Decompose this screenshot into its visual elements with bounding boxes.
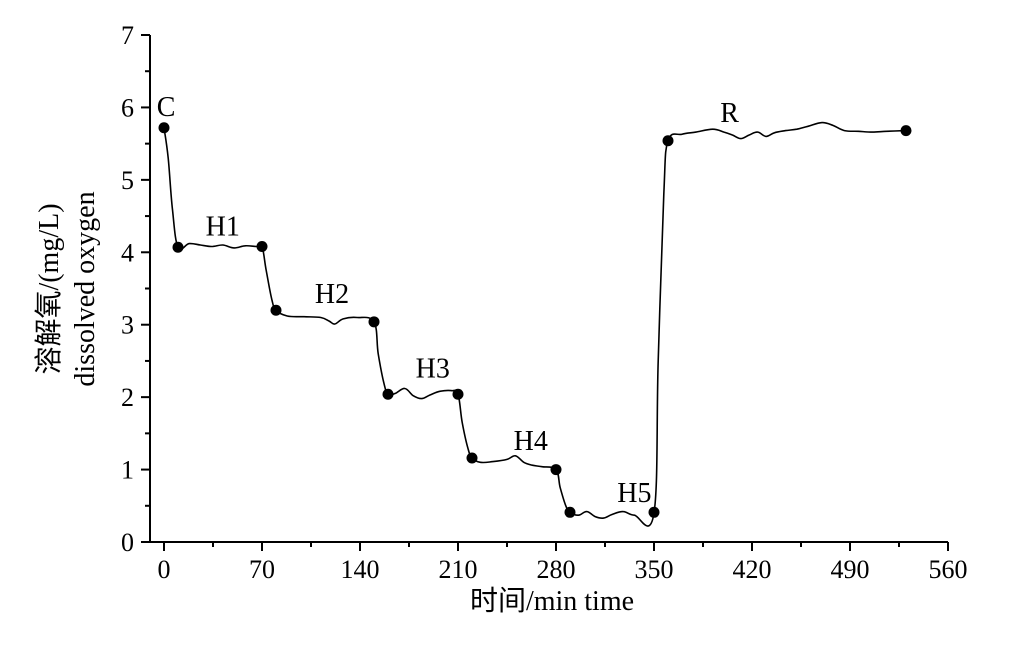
data-point [648, 506, 660, 518]
x-tick-label: 0 [158, 555, 171, 584]
x-tick-label: 70 [249, 555, 275, 584]
tick-labels: 0 70 140 210 280 350 420 490 560 0 1 2 3 4 5 6 7 [121, 21, 968, 584]
x-axis-label: 时间/min time [470, 585, 634, 617]
data-point [662, 135, 674, 147]
phase-label-h1: H1 [206, 212, 240, 243]
phase-label-c: C [157, 92, 176, 123]
x-tick-label: 490 [831, 555, 870, 584]
data-point [452, 388, 464, 400]
y-tick-label: 7 [121, 21, 134, 50]
y-tick-label: 6 [121, 93, 134, 122]
ticks [141, 34, 949, 551]
x-tick-label: 350 [635, 555, 674, 584]
data-point [270, 304, 282, 316]
data-point [368, 316, 380, 328]
y-axis-label-line2: dissolved oxygen [70, 191, 101, 386]
y-tick-label: 3 [121, 311, 134, 340]
data-point [564, 506, 576, 518]
data-point [900, 125, 912, 137]
data-point [256, 240, 268, 252]
x-tick-label: 420 [733, 555, 772, 584]
data-markers [158, 122, 912, 518]
data-point [466, 452, 478, 464]
phase-label-h3: H3 [416, 354, 450, 385]
x-tick-label: 140 [341, 555, 380, 584]
data-point [550, 464, 562, 476]
x-tick-label: 280 [537, 555, 576, 584]
y-tick-label: 1 [121, 456, 134, 485]
x-tick-label: 560 [929, 555, 968, 584]
data-point [172, 241, 184, 253]
y-tick-label: 4 [121, 238, 134, 267]
phase-label-r: R [720, 98, 739, 129]
y-tick-label: 0 [121, 528, 134, 557]
data-point [158, 122, 170, 134]
x-tick-label: 210 [439, 555, 478, 584]
y-axis-label-line1: 溶解氧/(mg/L) [33, 203, 65, 374]
series-line [163, 121, 907, 527]
phase-label-h2: H2 [315, 279, 349, 310]
phase-annotations: C H1 H2 H3 H4 H5 R [157, 92, 739, 509]
phase-label-h5: H5 [617, 478, 651, 509]
y-tick-label: 5 [121, 166, 134, 195]
y-axis-label: 溶解氧/(mg/L) dissolved oxygen [33, 191, 101, 386]
phase-label-h4: H4 [514, 426, 548, 457]
data-point [382, 388, 394, 400]
y-tick-label: 2 [121, 383, 134, 412]
